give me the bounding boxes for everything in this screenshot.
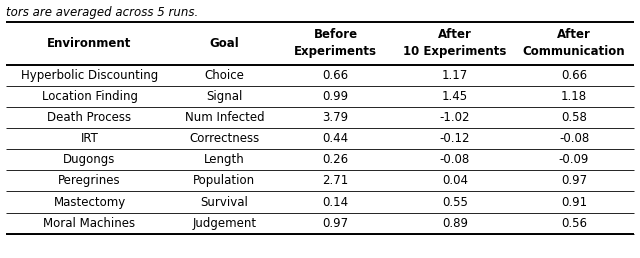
Text: Moral Machines: Moral Machines xyxy=(44,217,136,230)
Text: Choice: Choice xyxy=(204,69,244,82)
Text: Judgement: Judgement xyxy=(192,217,257,230)
Text: IRT: IRT xyxy=(81,132,99,145)
Text: 0.66: 0.66 xyxy=(561,69,587,82)
Text: 0.99: 0.99 xyxy=(323,90,349,103)
Text: Correctness: Correctness xyxy=(189,132,259,145)
Text: 0.97: 0.97 xyxy=(323,217,349,230)
Text: Dugongs: Dugongs xyxy=(63,153,116,166)
Text: Length: Length xyxy=(204,153,244,166)
Text: 0.58: 0.58 xyxy=(561,111,587,124)
Text: -1.02: -1.02 xyxy=(440,111,470,124)
Text: 1.17: 1.17 xyxy=(442,69,468,82)
Text: -0.09: -0.09 xyxy=(559,153,589,166)
Text: 0.04: 0.04 xyxy=(442,174,468,187)
Text: Signal: Signal xyxy=(206,90,243,103)
Text: 3.79: 3.79 xyxy=(323,111,349,124)
Text: 0.44: 0.44 xyxy=(323,132,349,145)
Text: -0.12: -0.12 xyxy=(440,132,470,145)
Text: Survival: Survival xyxy=(200,196,248,208)
Text: 0.91: 0.91 xyxy=(561,196,587,208)
Text: After
Communication: After Communication xyxy=(523,28,625,58)
Text: Num Infected: Num Infected xyxy=(184,111,264,124)
Text: 0.66: 0.66 xyxy=(323,69,349,82)
Text: 1.45: 1.45 xyxy=(442,90,468,103)
Text: Location Finding: Location Finding xyxy=(42,90,138,103)
Text: Mastectomy: Mastectomy xyxy=(53,196,125,208)
Text: 0.89: 0.89 xyxy=(442,217,468,230)
Text: Death Process: Death Process xyxy=(47,111,132,124)
Text: -0.08: -0.08 xyxy=(440,153,470,166)
Text: 0.26: 0.26 xyxy=(323,153,349,166)
Text: 0.14: 0.14 xyxy=(323,196,349,208)
Text: Population: Population xyxy=(193,174,255,187)
Text: Peregrines: Peregrines xyxy=(58,174,121,187)
Text: Goal: Goal xyxy=(209,37,239,50)
Text: tors are averaged across 5 runs.: tors are averaged across 5 runs. xyxy=(6,6,198,19)
Text: 1.18: 1.18 xyxy=(561,90,587,103)
Text: 0.55: 0.55 xyxy=(442,196,468,208)
Text: 2.71: 2.71 xyxy=(323,174,349,187)
Text: Environment: Environment xyxy=(47,37,132,50)
Text: 0.56: 0.56 xyxy=(561,217,587,230)
Text: 0.97: 0.97 xyxy=(561,174,587,187)
Text: Hyperbolic Discounting: Hyperbolic Discounting xyxy=(21,69,158,82)
Text: After
10 Experiments: After 10 Experiments xyxy=(403,28,506,58)
Text: Before
Experiments: Before Experiments xyxy=(294,28,377,58)
Text: -0.08: -0.08 xyxy=(559,132,589,145)
